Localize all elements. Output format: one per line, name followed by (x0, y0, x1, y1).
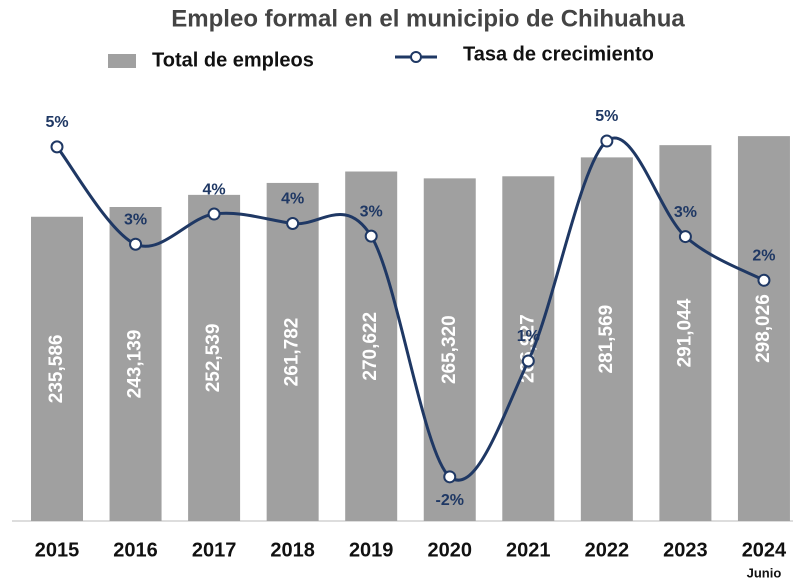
line-value-label: -2% (436, 492, 464, 509)
x-tick-label: 2020 (428, 539, 473, 561)
line-value-label: 5% (595, 108, 618, 125)
bar-value-label: 270,622 (360, 312, 381, 381)
bar-value-label: 291,044 (674, 298, 695, 367)
bar (737, 136, 790, 522)
line-value-label: 3% (124, 211, 147, 228)
line-value-label: 1% (517, 328, 540, 345)
bar-value-label: 298,026 (753, 294, 774, 363)
line-value-label: 4% (203, 181, 226, 198)
legend-marker (410, 51, 422, 63)
x-tick-label: 2021 (506, 539, 551, 561)
line-value-label: 4% (281, 191, 304, 208)
line-value-label: 2% (752, 248, 775, 265)
bar-value-label: 281,569 (596, 305, 617, 374)
annotation: Junio (747, 565, 782, 580)
x-tick-label: 2016 (113, 539, 158, 561)
line-marker (286, 217, 300, 231)
x-tick-label: 2024 (742, 539, 787, 561)
legend-swatch (108, 54, 136, 68)
line-marker (678, 230, 692, 244)
bar-value-label: 265,320 (439, 315, 460, 384)
bar-value-label: 243,139 (125, 330, 146, 399)
x-tick-label: 2023 (663, 539, 708, 561)
bar (423, 178, 476, 521)
line-marker (600, 134, 614, 148)
line-marker (443, 470, 457, 484)
x-tick-label: 2022 (585, 539, 630, 561)
line-marker (129, 237, 143, 251)
line (55, 136, 765, 482)
legend-label: Total de empleos (152, 49, 314, 71)
bar (188, 194, 241, 521)
legend-label: Tasa de crecimiento (463, 43, 654, 65)
bar (266, 182, 319, 522)
line-marker (521, 354, 535, 368)
x-tick-label: 2015 (35, 539, 80, 561)
bar-value-label: 235,586 (46, 335, 67, 404)
line-value-label: 5% (45, 114, 68, 131)
x-tick-label: 2017 (192, 539, 237, 561)
chart-title: Empleo formal en el municipio de Chihuah… (171, 5, 685, 32)
bar (31, 216, 83, 521)
bar-value-label: 266,927 (517, 314, 538, 383)
bar (580, 157, 633, 522)
bar-value-label: 252,539 (203, 324, 224, 393)
line-marker (757, 273, 771, 287)
bar-value-label: 261,782 (282, 318, 303, 387)
line-marker (50, 140, 64, 154)
x-tick-label: 2018 (270, 539, 315, 561)
bar (109, 207, 162, 521)
bar (502, 176, 555, 521)
line-value-label: 3% (674, 204, 697, 221)
line-marker (207, 207, 221, 221)
bar (659, 145, 712, 521)
line-value-label: 3% (360, 203, 383, 220)
x-tick-label: 2019 (349, 539, 394, 561)
line-marker (364, 229, 378, 243)
